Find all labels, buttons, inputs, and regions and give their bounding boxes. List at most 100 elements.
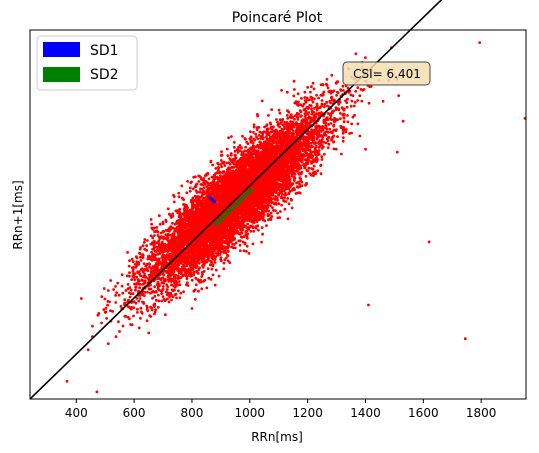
data-point xyxy=(234,241,238,245)
data-point xyxy=(277,202,281,206)
data-point xyxy=(156,305,160,309)
data-point xyxy=(153,310,157,314)
data-point xyxy=(263,130,266,134)
data-point xyxy=(292,94,296,98)
data-point xyxy=(150,250,154,254)
data-point xyxy=(165,283,169,287)
data-point xyxy=(118,330,121,333)
data-point xyxy=(346,114,349,117)
data-point xyxy=(256,224,260,228)
data-point xyxy=(245,236,249,240)
data-point xyxy=(135,256,139,260)
data-point xyxy=(134,288,137,292)
data-point xyxy=(270,108,274,111)
data-point xyxy=(358,94,362,98)
data-point xyxy=(290,206,294,210)
data-point xyxy=(106,289,110,292)
data-point xyxy=(136,311,139,314)
data-point xyxy=(150,291,154,294)
data-point xyxy=(133,263,137,266)
data-point xyxy=(342,108,346,112)
data-point xyxy=(297,100,300,104)
data-point xyxy=(339,111,342,115)
data-point xyxy=(227,136,231,140)
data-point xyxy=(131,260,135,264)
data-point xyxy=(137,289,140,293)
data-point xyxy=(219,259,223,263)
data-point xyxy=(344,130,348,134)
data-point xyxy=(303,96,307,99)
data-point xyxy=(109,279,113,282)
data-point xyxy=(321,92,325,96)
data-point xyxy=(281,182,285,186)
data-point xyxy=(279,210,282,213)
data-point xyxy=(141,244,145,248)
data-point xyxy=(161,295,165,299)
data-point xyxy=(300,97,303,100)
data-point xyxy=(126,251,129,254)
data-point xyxy=(301,104,305,108)
data-point xyxy=(322,152,326,156)
data-point xyxy=(339,124,343,128)
data-point xyxy=(286,197,290,200)
data-point xyxy=(112,288,115,291)
data-point xyxy=(203,204,207,208)
data-point xyxy=(261,232,264,236)
data-point xyxy=(222,267,226,271)
data-point xyxy=(313,106,316,110)
data-point xyxy=(267,114,270,117)
data-point xyxy=(186,180,190,183)
data-point xyxy=(305,96,309,100)
data-point xyxy=(303,112,307,116)
data-point xyxy=(314,112,318,115)
data-point xyxy=(207,177,211,181)
data-point xyxy=(348,132,351,135)
data-point xyxy=(151,296,154,300)
data-point xyxy=(103,297,107,301)
data-point xyxy=(212,183,216,187)
data-point xyxy=(300,184,304,188)
data-point xyxy=(244,230,248,234)
data-point xyxy=(226,154,230,158)
data-point xyxy=(149,234,153,238)
data-point xyxy=(353,113,356,117)
data-point xyxy=(351,115,355,119)
data-point xyxy=(194,276,198,280)
data-point xyxy=(335,94,338,97)
data-point xyxy=(138,251,141,255)
data-point xyxy=(306,86,309,89)
data-point xyxy=(128,271,131,275)
data-point xyxy=(312,87,316,91)
data-point xyxy=(320,146,324,150)
data-point xyxy=(114,335,118,338)
data-point xyxy=(244,145,248,149)
data-point xyxy=(211,163,215,167)
data-point xyxy=(317,96,320,100)
data-point xyxy=(285,90,289,94)
data-point xyxy=(154,298,158,302)
data-point xyxy=(272,209,275,212)
data-point xyxy=(145,319,149,322)
data-point xyxy=(130,278,134,281)
data-point xyxy=(170,298,173,302)
data-point xyxy=(164,313,167,317)
data-point xyxy=(139,316,142,320)
data-point xyxy=(115,291,118,295)
data-point xyxy=(120,273,124,276)
data-point xyxy=(161,220,165,224)
data-point xyxy=(197,174,201,178)
data-point xyxy=(227,161,231,165)
data-point xyxy=(151,228,155,231)
data-point xyxy=(79,297,83,300)
data-point xyxy=(129,288,133,292)
data-point xyxy=(130,257,134,261)
data-point xyxy=(220,150,223,154)
data-point xyxy=(117,320,120,324)
data-point xyxy=(65,379,69,383)
data-point xyxy=(91,324,94,328)
data-point xyxy=(117,293,121,297)
data-point xyxy=(265,224,268,228)
data-point xyxy=(178,296,182,300)
data-point xyxy=(108,300,111,304)
